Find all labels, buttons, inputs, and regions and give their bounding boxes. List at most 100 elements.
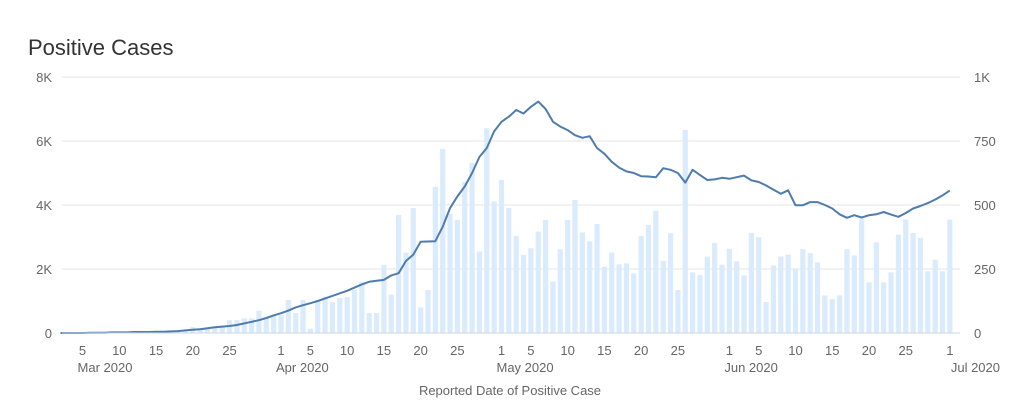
bar [822, 295, 828, 333]
x-month-label: Jul 2020 [951, 360, 1000, 375]
bar [572, 199, 578, 333]
x-tick-label: 20 [413, 343, 427, 358]
bar [785, 254, 791, 333]
bar [734, 261, 740, 333]
bar [741, 275, 747, 333]
bar [579, 232, 585, 333]
bar [271, 315, 277, 333]
bar [756, 237, 762, 333]
bar [925, 271, 931, 333]
x-tick-label: 25 [450, 343, 464, 358]
left-tick-label: 4K [36, 198, 52, 213]
bar [565, 219, 571, 333]
bar [337, 297, 343, 333]
bar [947, 219, 953, 333]
bar [609, 252, 615, 333]
x-tick-label: 10 [560, 343, 574, 358]
bar [491, 201, 497, 333]
x-month-label: Apr 2020 [276, 360, 329, 375]
bar [748, 232, 754, 333]
bar [682, 129, 688, 333]
bar [697, 274, 703, 333]
bar [726, 248, 732, 333]
x-tick-label: 10 [788, 343, 802, 358]
right-tick-label: 0 [974, 326, 981, 341]
bar [631, 273, 637, 333]
bar [278, 315, 284, 333]
bar [351, 289, 358, 333]
bar [712, 242, 718, 333]
bar [410, 208, 416, 333]
bar [829, 298, 835, 333]
bar [535, 231, 541, 333]
bar [204, 329, 211, 333]
x-tick-label: 25 [222, 343, 236, 358]
x-tick-label: 1 [277, 343, 284, 358]
x-tick-label: 10 [340, 343, 354, 358]
bar [638, 235, 644, 333]
x-tick-label: 20 [186, 343, 200, 358]
bar [315, 299, 321, 333]
bar [844, 249, 850, 333]
bar [506, 208, 512, 333]
bar [359, 281, 365, 333]
trend-line [60, 100, 951, 334]
bar [675, 289, 681, 333]
x-tick-label: 5 [307, 343, 314, 358]
bar [866, 282, 872, 333]
bar [528, 248, 534, 333]
bar [653, 210, 659, 333]
bar [601, 266, 607, 333]
bar [851, 255, 857, 333]
bar [418, 307, 424, 333]
left-axis: 0 2K 4K 6K 8K [36, 70, 52, 341]
bar [285, 299, 291, 333]
bar [910, 232, 916, 333]
bar [329, 302, 336, 333]
bar [381, 264, 387, 333]
bar [484, 128, 490, 333]
bar [469, 162, 475, 333]
bar [307, 328, 313, 333]
bar [917, 238, 924, 333]
x-tick-label: 1 [726, 343, 733, 358]
bar [778, 256, 784, 333]
x-axis: 5 10 15 20 25 1 5 10 15 20 25 1 5 10 15 20 25 1 5 10 15 20 25 1… [78, 343, 1000, 375]
x-tick-label: 15 [825, 343, 839, 358]
bar [454, 219, 460, 333]
bar [388, 294, 394, 333]
bar [476, 251, 483, 333]
bar [881, 282, 887, 333]
bar [645, 224, 652, 333]
x-axis-title: Reported Date of Positive Case [419, 383, 601, 398]
x-tick-label: 5 [755, 343, 762, 358]
bar [425, 289, 431, 333]
x-tick-label: 1 [946, 343, 953, 358]
bar [234, 320, 240, 333]
x-tick-label: 20 [634, 343, 648, 358]
bar [690, 272, 696, 333]
right-axis: 0 250 500 750 1K [974, 70, 996, 341]
bar [770, 265, 777, 333]
bar [241, 318, 247, 333]
bar [249, 318, 255, 333]
x-month-label: Jun 2020 [724, 360, 778, 375]
bar [293, 313, 299, 333]
bar [719, 264, 725, 333]
bar [837, 295, 843, 333]
right-tick-label: 250 [974, 262, 996, 277]
x-tick-label: 5 [79, 343, 86, 358]
bar [256, 310, 262, 333]
bar [888, 272, 894, 333]
bar [447, 213, 453, 333]
left-tick-label: 2K [36, 262, 52, 277]
bar [594, 223, 600, 333]
bar [322, 296, 328, 333]
bar [366, 313, 372, 333]
bar [873, 242, 879, 333]
x-tick-label: 5 [527, 343, 534, 358]
chart-title: Positive Cases [28, 35, 174, 60]
bar [792, 269, 799, 333]
bar [763, 302, 769, 333]
x-tick-label: 25 [899, 343, 913, 358]
